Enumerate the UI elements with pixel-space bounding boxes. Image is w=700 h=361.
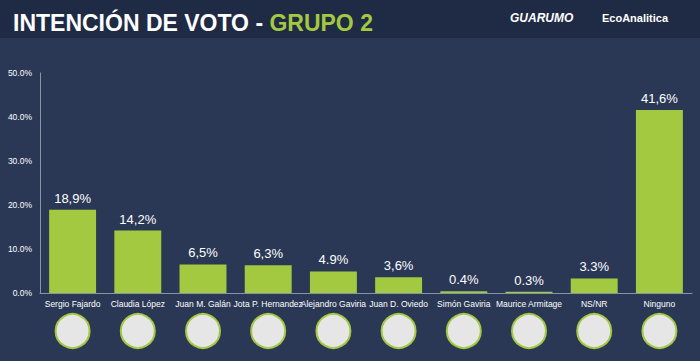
svg-text:GRUPO 2: GRUPO 2 (269, 10, 373, 36)
svg-text:0.4%: 0.4% (449, 272, 479, 287)
svg-text:6,5%: 6,5% (188, 245, 218, 260)
svg-text:6,3%: 6,3% (253, 246, 283, 261)
svg-text:Maurice Armitage: Maurice Armitage (496, 299, 562, 309)
svg-text:10.0%: 10.0% (8, 244, 33, 254)
svg-text:GUARUMO: GUARUMO (510, 11, 574, 25)
svg-text:20.0%: 20.0% (8, 200, 33, 210)
svg-text:Juan M. Galán: Juan M. Galán (175, 299, 231, 309)
svg-text:4.9%: 4.9% (319, 252, 349, 267)
svg-text:14,2%: 14,2% (119, 212, 156, 227)
svg-text:18,9%: 18,9% (54, 191, 91, 206)
svg-text:41,6%: 41,6% (641, 91, 678, 106)
svg-text:Claudia López: Claudia López (111, 299, 165, 309)
svg-text:Ninguno: Ninguno (644, 299, 676, 309)
svg-text:INTENCIÓN DE VOTO -: INTENCIÓN DE VOTO - (13, 9, 269, 36)
svg-text:0.3%: 0.3% (514, 273, 544, 288)
svg-text:Sergio Fajardo: Sergio Fajardo (45, 299, 101, 309)
svg-text:30.0%: 30.0% (8, 156, 33, 166)
svg-text:Alejandro Gaviria: Alejandro Gaviria (301, 299, 366, 309)
svg-text:Juan D. Oviedo: Juan D. Oviedo (369, 299, 428, 309)
svg-text:40.0%: 40.0% (8, 112, 33, 122)
svg-text:0.0%: 0.0% (13, 288, 33, 298)
svg-text:EcoAnalitica: EcoAnalitica (602, 12, 669, 24)
svg-text:Jota P. Hernandez: Jota P. Hernandez (234, 299, 303, 309)
svg-text:NS/NR: NS/NR (581, 299, 607, 309)
svg-text:Simón Gaviria: Simón Gaviria (437, 299, 491, 309)
svg-text:3.3%: 3.3% (579, 259, 609, 274)
svg-text:50.0%: 50.0% (8, 68, 33, 78)
svg-text:3,6%: 3,6% (384, 258, 414, 273)
